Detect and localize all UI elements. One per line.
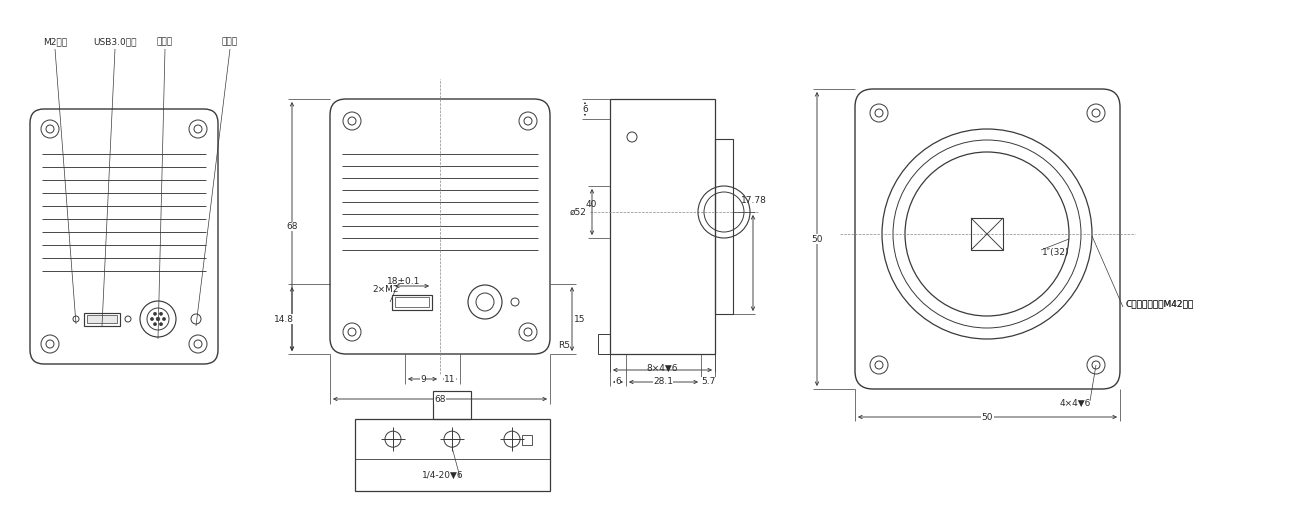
Text: C接圈可以更换M42接圈: C接圈可以更换M42接圈 bbox=[1125, 299, 1193, 308]
FancyBboxPatch shape bbox=[30, 109, 219, 364]
Circle shape bbox=[154, 323, 156, 326]
Text: 68: 68 bbox=[286, 222, 298, 231]
Bar bbox=[87, 315, 117, 323]
Circle shape bbox=[163, 318, 165, 321]
Text: 18±0.1: 18±0.1 bbox=[388, 277, 420, 287]
Text: 50: 50 bbox=[982, 412, 993, 421]
Text: 1/4-20▼6: 1/4-20▼6 bbox=[422, 471, 463, 479]
Circle shape bbox=[160, 323, 163, 326]
Bar bbox=[610, 99, 716, 354]
Text: 6: 6 bbox=[615, 378, 621, 386]
Bar bbox=[598, 334, 610, 354]
Circle shape bbox=[154, 313, 156, 315]
Text: 11: 11 bbox=[444, 375, 455, 383]
Text: 40: 40 bbox=[585, 200, 597, 209]
Text: 2×M2: 2×M2 bbox=[372, 285, 398, 294]
Text: 68: 68 bbox=[435, 394, 446, 404]
Bar bbox=[392, 295, 432, 309]
Bar bbox=[971, 218, 1003, 250]
Text: 4×4▼6: 4×4▼6 bbox=[1060, 399, 1092, 408]
Text: 9: 9 bbox=[420, 375, 425, 383]
Text: 8×4▼6: 8×4▼6 bbox=[647, 363, 678, 373]
Text: 指示灯: 指示灯 bbox=[222, 37, 238, 46]
Text: R5: R5 bbox=[558, 342, 570, 351]
Bar bbox=[716, 139, 732, 314]
Text: ø52: ø52 bbox=[570, 208, 587, 216]
Bar bbox=[85, 313, 120, 325]
Bar bbox=[355, 419, 550, 491]
Text: 14.8: 14.8 bbox=[275, 315, 294, 324]
Text: 1″(32): 1″(32) bbox=[1042, 247, 1069, 257]
Text: 28.1: 28.1 bbox=[653, 378, 673, 386]
Text: C接圈可以更换M42接圈: C接圈可以更换M42接圈 bbox=[1125, 299, 1193, 308]
Circle shape bbox=[156, 317, 160, 321]
Text: 50: 50 bbox=[812, 235, 822, 243]
Text: M2螺孔: M2螺孔 bbox=[43, 37, 68, 46]
Text: 5.7: 5.7 bbox=[701, 378, 716, 386]
Bar bbox=[433, 391, 471, 419]
Text: 17.78: 17.78 bbox=[742, 195, 766, 205]
Bar bbox=[522, 435, 532, 445]
FancyBboxPatch shape bbox=[330, 99, 550, 354]
Text: USB3.0接口: USB3.0接口 bbox=[94, 37, 137, 46]
Circle shape bbox=[160, 313, 163, 315]
FancyBboxPatch shape bbox=[855, 89, 1120, 389]
Circle shape bbox=[151, 318, 154, 321]
Text: 15: 15 bbox=[574, 315, 585, 324]
Text: 航空头: 航空头 bbox=[157, 37, 173, 46]
Text: 6: 6 bbox=[582, 104, 588, 114]
Bar bbox=[396, 297, 429, 307]
